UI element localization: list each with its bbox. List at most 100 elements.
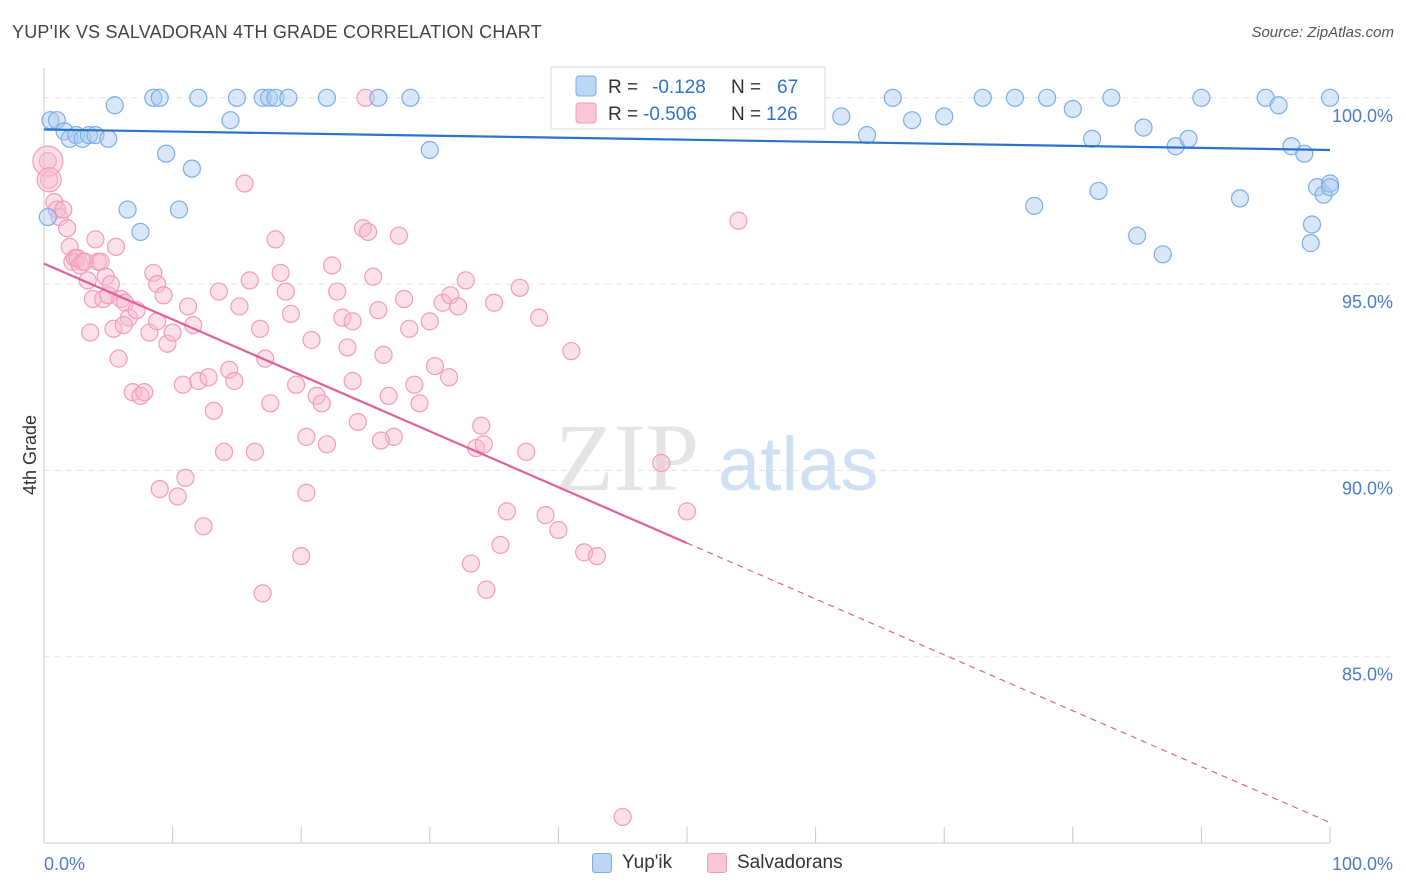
yupik-point-49 xyxy=(1127,226,1147,245)
yupik-point-37 xyxy=(857,125,877,145)
salvadorans-point-87 xyxy=(405,375,424,394)
yupik-point-13 xyxy=(144,88,163,107)
bottom-legend-salvadorans: Salvadorans xyxy=(707,852,843,874)
salvadorans-point-117 xyxy=(176,468,195,487)
axes xyxy=(43,68,1331,844)
yupik-point-45 xyxy=(1063,99,1082,119)
salvadorans-point-55 xyxy=(240,271,259,290)
salvadorans-point-54 xyxy=(235,174,254,193)
salvadorans-point-52 xyxy=(225,371,244,391)
salvadorans-point-33 xyxy=(135,383,154,402)
salvadorans-point-122 xyxy=(114,315,133,335)
legend: R = -0.128 N = 67 R = -0.506 N = 126 xyxy=(550,66,826,130)
salvadorans-point-110 xyxy=(613,807,632,827)
salvadorans-point-63 xyxy=(281,304,301,324)
y-tick-label-95: 95.0% xyxy=(1342,292,1393,312)
salvadorans-point-107 xyxy=(562,342,581,361)
salvadorans-point-70 xyxy=(317,435,337,454)
salvadorans-points xyxy=(32,88,748,827)
yupik-point-0 xyxy=(38,207,57,227)
salvadorans-point-94 xyxy=(456,271,475,290)
yupik-point-14 xyxy=(150,88,169,107)
yupik-point-27 xyxy=(401,88,420,107)
yupik-point-53 xyxy=(1179,129,1198,148)
yupik-point-44 xyxy=(1037,88,1057,107)
salvadorans-point-84 xyxy=(389,226,409,245)
salvadorans-point-105 xyxy=(536,506,555,525)
salvadorans-point-large-1 xyxy=(32,145,64,177)
yupik-point-10 xyxy=(105,96,124,115)
legend-r-value-1: -0.128 xyxy=(652,77,706,98)
yupik-point-51 xyxy=(1153,245,1172,264)
yupik-point-15 xyxy=(157,144,176,163)
yupik-point-59 xyxy=(1295,144,1314,163)
yupik-point-46 xyxy=(1082,129,1102,148)
yupik-point-50 xyxy=(1134,118,1153,137)
salvadorans-point-71 xyxy=(322,256,342,275)
salvadorans-point-48 xyxy=(204,401,223,420)
salvadorans-point-69 xyxy=(312,394,331,413)
salvadorans-point-79 xyxy=(364,267,383,286)
yupik-point-24 xyxy=(279,88,298,107)
x-tick-label-100: 100.0% xyxy=(1332,854,1393,874)
chart-title: YUP'IK VS SALVADORAN 4TH GRADE CORRELATI… xyxy=(12,22,542,42)
salvadorans-point-78 xyxy=(358,222,378,242)
salvadorans-point-37 xyxy=(150,479,169,499)
salvadorans-point-109 xyxy=(587,547,607,566)
salvadorans-point-75 xyxy=(343,371,362,391)
salvadorans-point-26 xyxy=(109,349,128,368)
bottom-legend-yupik-label: Yup'ik xyxy=(622,852,673,873)
y-tick-label-90: 90.0% xyxy=(1342,478,1393,498)
salvadorans-point-111 xyxy=(652,453,671,473)
salvadorans-point-98 xyxy=(477,580,496,599)
watermark-zip: ZIP xyxy=(555,404,699,511)
salvadorans-point-24 xyxy=(104,319,123,338)
yupik-point-23 xyxy=(266,88,285,107)
salvadorans-point-81 xyxy=(374,345,393,364)
yupik-point-61 xyxy=(1302,215,1322,234)
salvadorans-point-49 xyxy=(209,282,228,301)
salvadorans-point-61 xyxy=(271,263,290,283)
salvadorans-point-13 xyxy=(76,252,95,271)
salvadorans-point-72 xyxy=(328,282,347,301)
salvadorans-swatch xyxy=(707,853,727,873)
yupik-point-17 xyxy=(182,159,201,178)
y-tick-label-85: 85.0% xyxy=(1342,665,1393,685)
salvadorans-point-89 xyxy=(420,312,439,331)
bottom-legend-yupik: Yup'ik xyxy=(592,852,672,874)
salvadorans-point-39 xyxy=(158,334,177,353)
watermark: ZIP atlas xyxy=(555,404,879,511)
legend-r-value-2: -0.506 xyxy=(643,104,697,125)
yupik-point-47 xyxy=(1089,181,1108,201)
yupik-point-39 xyxy=(902,111,922,130)
yupik-points xyxy=(38,88,1340,264)
salvadorans-point-60 xyxy=(266,230,285,249)
salvadorans-point-80 xyxy=(369,301,388,320)
salvadorans-point-59 xyxy=(261,394,280,413)
salvadorans-point-119 xyxy=(474,435,493,454)
salvadorans-point-85 xyxy=(394,289,414,309)
salvadorans-point-41 xyxy=(168,487,187,506)
salvadorans-point-120 xyxy=(343,312,362,331)
yupik-point-19 xyxy=(221,111,240,130)
yupik-point-21 xyxy=(253,88,272,107)
salvadorans-point-6 xyxy=(58,219,77,238)
yupik-point-16 xyxy=(169,200,189,219)
salvadorans-point-67 xyxy=(302,330,321,350)
salvadorans-trend-line xyxy=(43,262,688,545)
salvadorans-point-51 xyxy=(220,360,239,379)
salvadorans-point-47 xyxy=(199,368,218,387)
yupik-point-36 xyxy=(832,107,851,126)
watermark-atlas: atlas xyxy=(718,422,879,507)
salvadorans-point-82 xyxy=(379,386,398,405)
y-tick-labels: 85.0% 90.0% 95.0% 100.0% xyxy=(1332,106,1393,685)
salvadorans-point-35 xyxy=(144,263,163,283)
salvadorans-point-93 xyxy=(448,297,468,316)
salvadorans-point-103 xyxy=(517,442,536,461)
salvadorans-point-90 xyxy=(425,356,445,376)
salvadorans-point-102 xyxy=(510,278,529,297)
yupik-point-25 xyxy=(317,88,337,107)
yupik-point-48 xyxy=(1102,88,1121,107)
yupik-swatch xyxy=(592,853,612,873)
salvadorans-point-43 xyxy=(178,297,198,316)
